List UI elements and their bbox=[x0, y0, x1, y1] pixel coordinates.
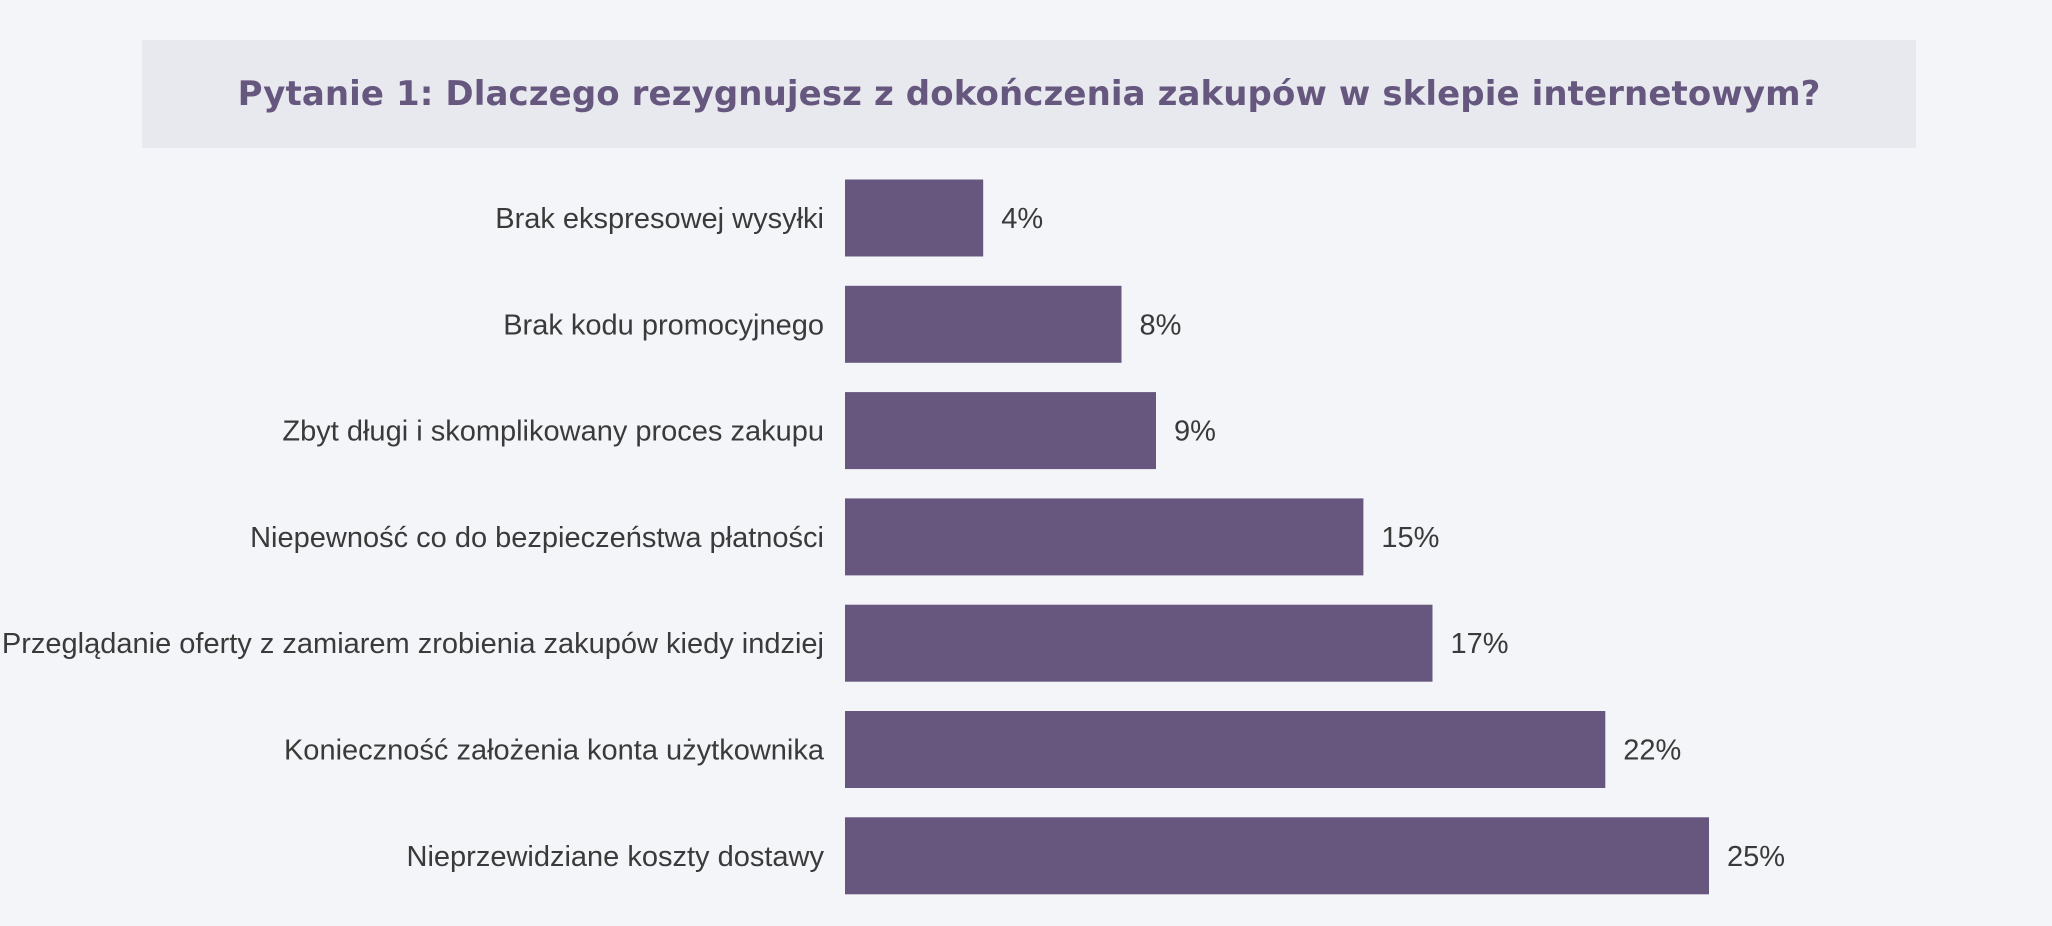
value-label: 15% bbox=[1381, 522, 1439, 554]
bar bbox=[845, 498, 1364, 576]
value-label: 9% bbox=[1174, 416, 1216, 448]
bar-group: Konieczność założenia konta użytkownika 2… bbox=[284, 711, 1681, 788]
value-label: 25% bbox=[1727, 841, 1785, 873]
category-label: Zbyt długi i skomplikowany proces zakupu bbox=[282, 416, 824, 448]
bar bbox=[845, 817, 1709, 895]
bars-layer: Brak ekspresowej wysyłki 4% Brak kodu prom… bbox=[2, 179, 1785, 895]
bar bbox=[845, 179, 984, 257]
value-label: 8% bbox=[1140, 309, 1182, 341]
category-label: Przeglądanie oferty z zamiarem zrobienia… bbox=[2, 628, 824, 660]
bar-group: Brak ekspresowej wysyłki 4% bbox=[495, 179, 1043, 257]
bar-group: Niepewność co do bezpieczeństwa płatnośc… bbox=[250, 498, 1439, 576]
value-label: 4% bbox=[1001, 203, 1043, 235]
value-label: 22% bbox=[1623, 735, 1681, 767]
category-label: Niepewność co do bezpieczeństwa płatnośc… bbox=[250, 522, 824, 554]
bar bbox=[845, 604, 1433, 682]
bar-group: Przeglądanie oferty z zamiarem zrobienia… bbox=[2, 604, 1509, 682]
bar-group: Zbyt długi i skomplikowany proces zakupu… bbox=[282, 392, 1216, 470]
chart-title-band: Pytanie 1: Dlaczego rezygnujesz z dokońc… bbox=[142, 40, 1916, 148]
chart-title: Pytanie 1: Dlaczego rezygnujesz z dokońc… bbox=[237, 74, 1821, 114]
value-label: 17% bbox=[1451, 628, 1509, 660]
category-label: Konieczność założenia konta użytkownika bbox=[284, 735, 825, 767]
bar bbox=[845, 392, 1156, 470]
bar-group: Nieprzewidziane koszty dostawy 25% bbox=[407, 817, 1785, 895]
bar bbox=[845, 711, 1606, 788]
category-label: Brak ekspresowej wysyłki bbox=[495, 203, 824, 235]
category-label: Brak kodu promocyjnego bbox=[503, 309, 824, 341]
bar-group: Brak kodu promocyjnego 8% bbox=[503, 285, 1182, 363]
bar bbox=[845, 285, 1122, 363]
category-label: Nieprzewidziane koszty dostawy bbox=[407, 841, 825, 873]
